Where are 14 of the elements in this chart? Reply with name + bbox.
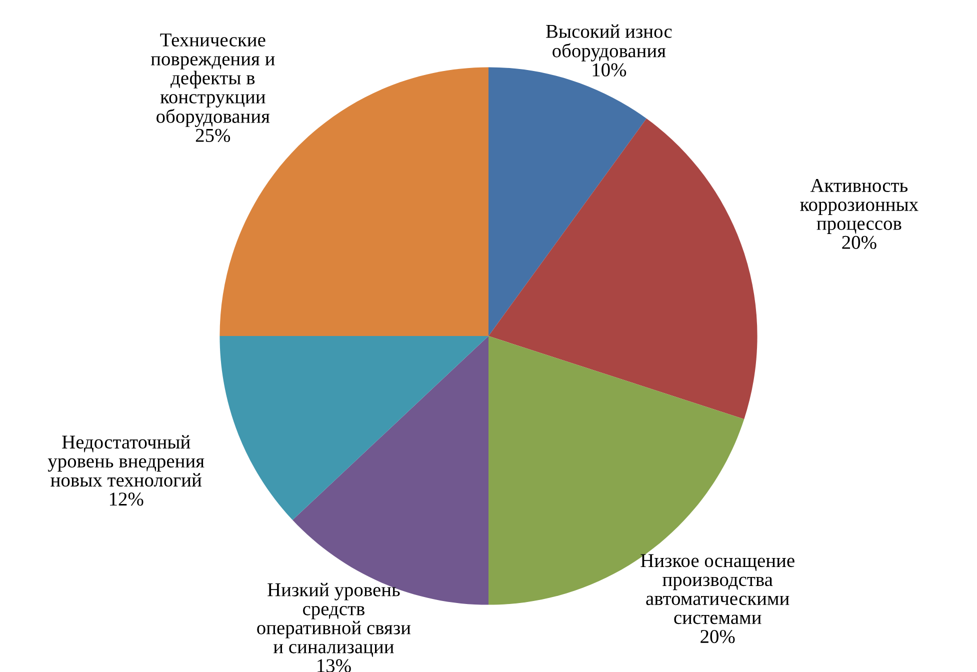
pie-slice — [488, 118, 758, 420]
pie-slice — [220, 336, 488, 520]
data-label: 13% — [318, 659, 351, 672]
slice-label: Низкое оснащение производства автоматическими системами — [640, 554, 794, 624]
data-label: 12% — [110, 492, 144, 506]
slice-label: Недостаточный уровень внедрения новых технологий — [48, 435, 204, 487]
data-label: 10% — [592, 63, 626, 76]
data-label: 20% — [700, 630, 735, 644]
slice-label: Технические повреждения и дефекты в конструкции оборудования — [150, 34, 275, 127]
data-label: 25% — [196, 128, 230, 142]
data-label: 20% — [842, 236, 876, 250]
slice-label: Высокий износ оборудования — [546, 24, 672, 62]
slice-label: Низкий уровень средств оперативной связи и синализации — [257, 582, 411, 657]
slice-label: Активность коррозионных процессов — [800, 179, 918, 234]
